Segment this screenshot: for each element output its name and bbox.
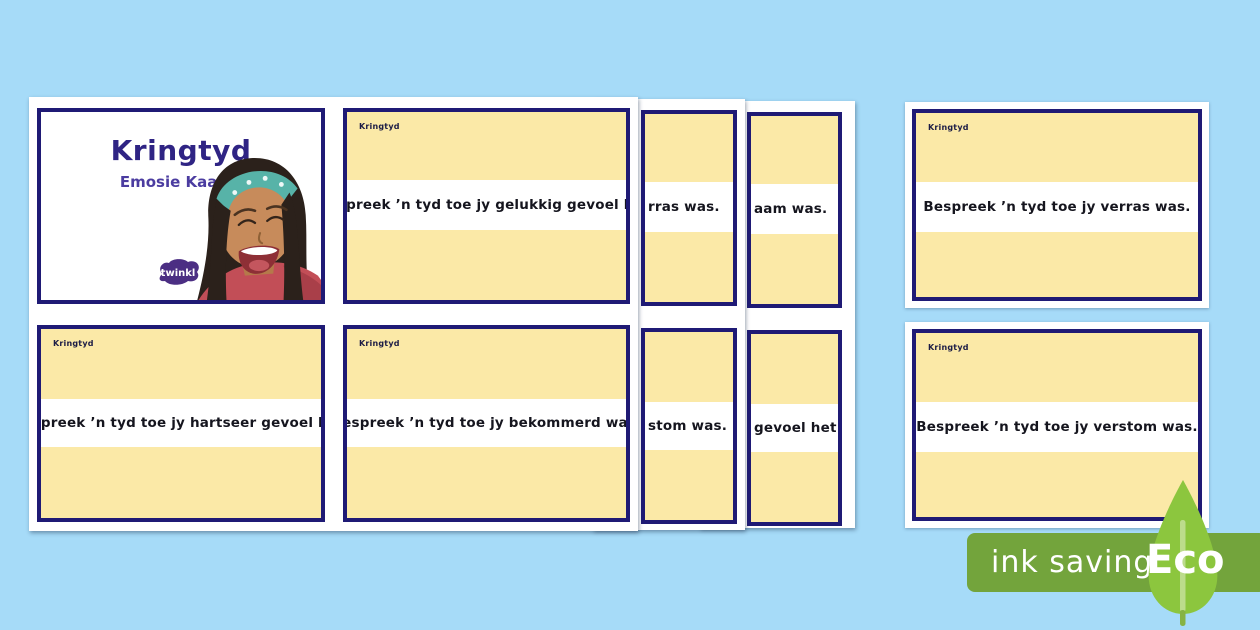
svg-text:twinkl: twinkl xyxy=(161,268,196,279)
card-corner-label: Kringtyd xyxy=(928,343,969,352)
prompt-band: stom was. xyxy=(645,402,733,450)
ink-saving-label: ink saving xyxy=(991,545,1154,580)
card-fragment-bottom: stom was. xyxy=(641,328,737,524)
preview-card-verstom-sheet: Kringtyd Bespreek ’n tyd toe jy verstom … xyxy=(905,322,1209,528)
prompt-card-bekommerd: Kringtyd Bespreek ’n tyd toe jy bekommer… xyxy=(343,325,630,522)
prompt-card-hartseer: Kringtyd Bespreek ’n tyd toe jy hartseer… xyxy=(37,325,325,522)
prompt-text: Bespreek ’n tyd toe jy gelukkig gevoel h… xyxy=(346,197,626,213)
prompt-band: aam was. xyxy=(751,184,838,234)
preview-card-verras-sheet: Kringtyd Bespreek ’n tyd toe jy verras w… xyxy=(905,102,1209,308)
resource-title: Kringtyd xyxy=(110,134,252,167)
card-corner-label: Kringtyd xyxy=(359,339,400,348)
prompt-text-fragment: stom was. xyxy=(648,418,728,434)
prompt-text: Bespreek ’n tyd toe jy hartseer gevoel h… xyxy=(40,415,321,431)
prompt-text: Bespreek ’n tyd toe jy verras was. xyxy=(923,199,1191,215)
prompt-card-gelukkig: Kringtyd Bespreek ’n tyd toe jy gelukkig… xyxy=(343,108,630,304)
card-fragment-top: aam was. xyxy=(747,112,842,308)
prompt-band: Bespreek ’n tyd toe jy gelukkig gevoel h… xyxy=(347,180,626,230)
card-corner-label: Kringtyd xyxy=(928,123,969,132)
prompt-card-verstom: Kringtyd Bespreek ’n tyd toe jy verstom … xyxy=(912,329,1202,521)
prompt-text: Bespreek ’n tyd toe jy verstom was. xyxy=(916,419,1198,435)
front-page: Kringtyd Emosie Kaarte xyxy=(29,97,638,531)
prompt-band: rras was. xyxy=(645,182,733,232)
prompt-band: Bespreek ’n tyd toe jy bekommerd was. xyxy=(347,399,626,447)
eco-badge: Eco xyxy=(1146,537,1225,583)
prompt-text: Bespreek ’n tyd toe jy bekommerd was. xyxy=(343,415,630,431)
title-card: Kringtyd Emosie Kaarte xyxy=(37,108,325,304)
prompt-text-fragment: rras was. xyxy=(648,199,720,215)
eco-leaf-icon xyxy=(1148,480,1218,626)
prompt-text-fragment: gevoel het. xyxy=(754,420,842,436)
card-corner-label: Kringtyd xyxy=(359,122,400,131)
prompt-band: Bespreek ’n tyd toe jy verras was. xyxy=(916,182,1198,232)
card-fragment-top: rras was. xyxy=(641,110,737,306)
prompt-text-fragment: aam was. xyxy=(754,201,828,217)
card-fragment-bottom: gevoel het. xyxy=(747,330,842,526)
laughing-girl-illustration xyxy=(197,158,321,300)
card-corner-label: Kringtyd xyxy=(53,339,94,348)
prompt-band: Bespreek ’n tyd toe jy hartseer gevoel h… xyxy=(41,399,321,447)
resource-subtitle: Emosie Kaarte xyxy=(119,173,243,191)
prompt-card-verras: Kringtyd Bespreek ’n tyd toe jy verras w… xyxy=(912,109,1202,301)
prompt-band: gevoel het. xyxy=(751,404,838,452)
twinkl-logo: twinkl xyxy=(159,259,199,285)
prompt-band: Bespreek ’n tyd toe jy verstom was. xyxy=(916,402,1198,452)
stacked-page-3: aam was. gevoel het. xyxy=(700,101,855,528)
